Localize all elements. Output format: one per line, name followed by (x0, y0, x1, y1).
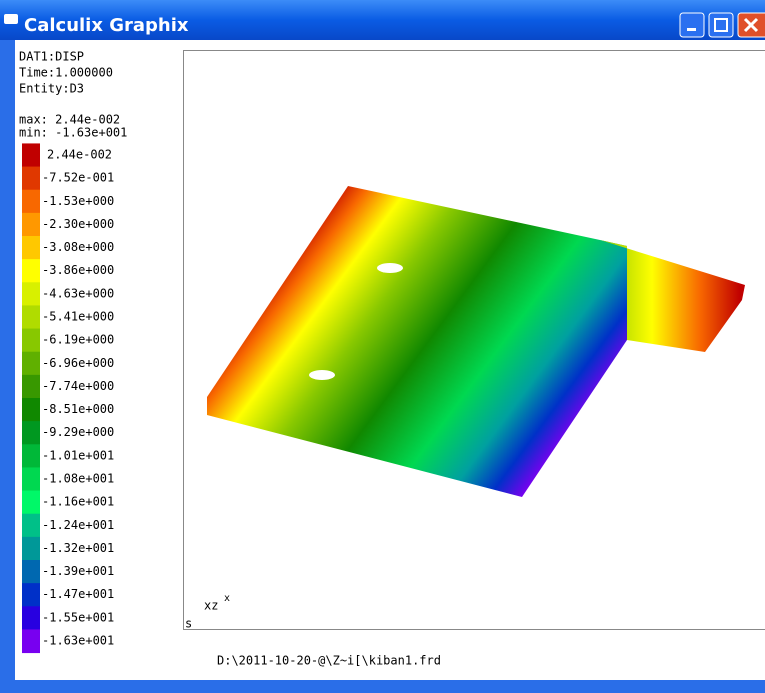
info-line: Entity:D3 (19, 82, 84, 96)
page: Calculix Graphix xz x s D:\2011-10-20-@\… (0, 0, 765, 693)
legend-swatch (22, 305, 40, 329)
legend-swatch (22, 421, 40, 445)
legend-label: -4.63e+000 (42, 286, 114, 300)
legend-swatch (22, 560, 40, 584)
legend-label: 2.44e-002 (47, 148, 112, 162)
window: Calculix Graphix xz x s D:\2011-10-20-@\… (0, 0, 765, 693)
legend-swatch (22, 583, 40, 607)
legend-swatch (22, 282, 40, 306)
range-line: max: 2.44e-002 (19, 113, 120, 127)
file-path: D:\2011-10-20-@\Z~i[\kiban1.frd (217, 654, 441, 668)
legend-swatch (22, 491, 40, 515)
legend-swatch (22, 606, 40, 630)
hole (309, 370, 335, 380)
legend-swatch (22, 190, 40, 214)
legend-swatch (22, 213, 40, 237)
legend-label: -1.47e+001 (42, 587, 114, 601)
legend-label: -6.96e+000 (42, 356, 114, 370)
legend-swatch (22, 143, 40, 167)
legend-swatch (22, 514, 40, 538)
info-line: Time:1.000000 (19, 66, 113, 80)
legend-label: -1.39e+001 (42, 564, 114, 578)
app-icon (4, 14, 18, 24)
legend-label: -3.08e+000 (42, 240, 114, 254)
legend-swatch (22, 444, 40, 468)
maximize-button[interactable] (709, 13, 733, 37)
legend-swatch (22, 259, 40, 283)
legend-label: -7.52e-001 (42, 171, 114, 185)
legend-label: -1.08e+001 (42, 472, 114, 486)
legend-label: -1.01e+001 (42, 448, 114, 462)
axis-label: xz (204, 599, 218, 613)
legend-label: -1.16e+001 (42, 495, 114, 509)
range-line: min: -1.63e+001 (19, 126, 127, 140)
legend-swatch (22, 329, 40, 353)
legend-label: -1.24e+001 (42, 518, 114, 532)
legend-label: -5.41e+000 (42, 310, 114, 324)
legend-label: -1.32e+001 (42, 541, 114, 555)
legend-label: -1.63e+001 (42, 634, 114, 648)
legend-swatch (22, 537, 40, 561)
legend-swatch (22, 629, 40, 653)
info-line: DAT1:DISP (19, 50, 84, 64)
legend-swatch (22, 375, 40, 399)
legend-label: -8.51e+000 (42, 402, 114, 416)
axis-label: x (224, 593, 230, 604)
minimize-icon (687, 28, 696, 31)
legend-label: -2.30e+000 (42, 217, 114, 231)
minimize-button[interactable] (680, 13, 704, 37)
legend-swatch (22, 236, 40, 260)
window-title: Calculix Graphix (24, 15, 189, 36)
legend-swatch (22, 167, 40, 191)
legend-swatch (22, 398, 40, 422)
legend-label: -1.53e+000 (42, 194, 114, 208)
legend-swatch (22, 352, 40, 376)
hole (377, 263, 403, 273)
legend-label: -6.19e+000 (42, 333, 114, 347)
legend-label: -1.55e+001 (42, 610, 114, 624)
legend-label: -9.29e+000 (42, 425, 114, 439)
corner-label: s (185, 617, 192, 631)
legend-swatch (22, 467, 40, 491)
legend-label: -3.86e+000 (42, 263, 114, 277)
legend-label: -7.74e+000 (42, 379, 114, 393)
